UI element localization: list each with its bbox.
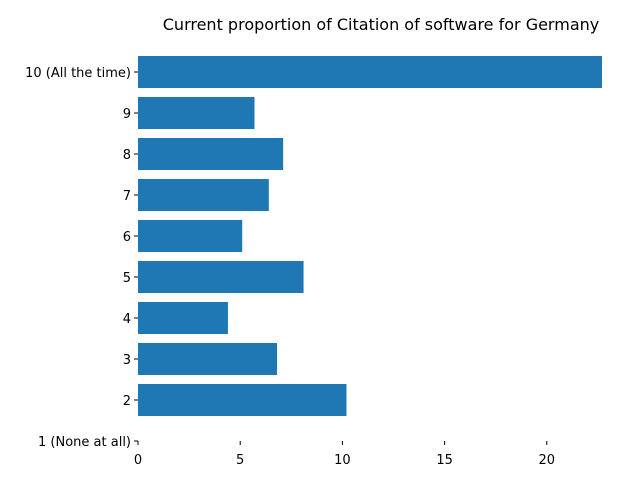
bar-6 [138, 220, 243, 252]
x-tick-label: 5 [236, 453, 244, 468]
chart-title: Current proportion of Citation of softwa… [163, 15, 599, 34]
y-tick-label: 4 [123, 312, 131, 327]
bar-4 [138, 302, 228, 334]
x-tick-label: 10 [334, 453, 351, 468]
x-tick-label: 0 [134, 453, 142, 468]
y-tick-label: 1 (None at all) [38, 435, 131, 450]
bar-2 [138, 384, 347, 416]
y-tick-label: 6 [123, 230, 131, 245]
y-axis: 1 (None at all) 2 3 4 5 6 7 8 9 10 (All the time) [25, 66, 138, 450]
bar-9 [138, 97, 255, 129]
y-tick-label: 9 [123, 107, 131, 122]
bar-10 [138, 56, 602, 88]
y-tick-label: 8 [123, 148, 131, 163]
bar-3 [138, 343, 277, 375]
x-tick-label: 20 [539, 453, 556, 468]
y-tick-label: 10 (All the time) [25, 66, 131, 81]
bar-5 [138, 261, 304, 293]
y-tick-label: 7 [123, 189, 131, 204]
bars-layer [138, 56, 602, 416]
x-tick-label: 15 [436, 453, 453, 468]
bar-8 [138, 138, 284, 170]
bar-7 [138, 179, 269, 211]
y-tick-label: 5 [123, 271, 131, 286]
y-tick-label: 2 [123, 394, 131, 409]
y-tick-label: 3 [123, 353, 131, 368]
x-axis: 0 5 10 15 20 [134, 441, 555, 468]
